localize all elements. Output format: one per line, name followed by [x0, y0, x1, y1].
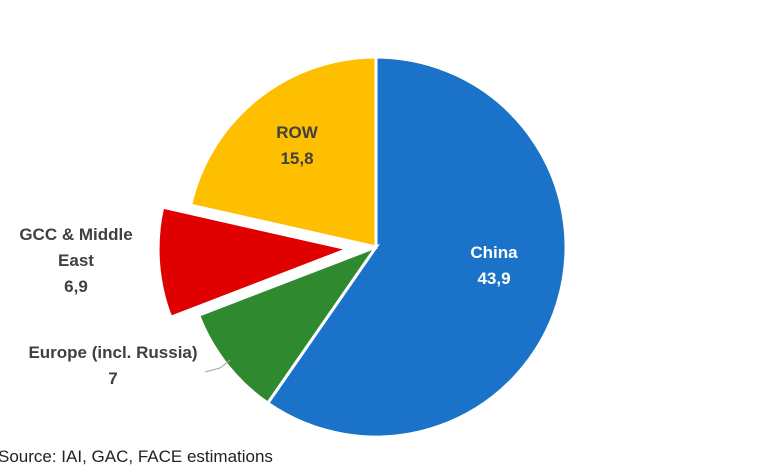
- pie-slice: [188, 55, 378, 249]
- category-label: ROW: [276, 123, 318, 142]
- value-label: 6,9: [64, 277, 88, 296]
- slice-label: China 43,9: [434, 240, 554, 292]
- pie-slice: [265, 55, 568, 439]
- value-label: 7: [108, 369, 118, 388]
- leader-line: [204, 359, 231, 373]
- value-label: 15,8: [280, 149, 314, 168]
- source-note: Source: IAI, GAC, FACE estimations: [0, 447, 273, 466]
- value-label: 43,9: [477, 269, 511, 288]
- pie-slice: [156, 205, 354, 320]
- category-label: GCC & Middle East: [19, 225, 133, 270]
- category-label: Europe (incl. Russia): [28, 343, 198, 362]
- slice-label: Europe (incl. Russia) 7: [0, 340, 233, 392]
- category-label: China: [470, 243, 518, 262]
- slice-label: GCC & Middle East 6,9: [1, 222, 151, 300]
- pie-slice: [196, 243, 381, 406]
- slice-label: ROW 15,8: [237, 120, 357, 172]
